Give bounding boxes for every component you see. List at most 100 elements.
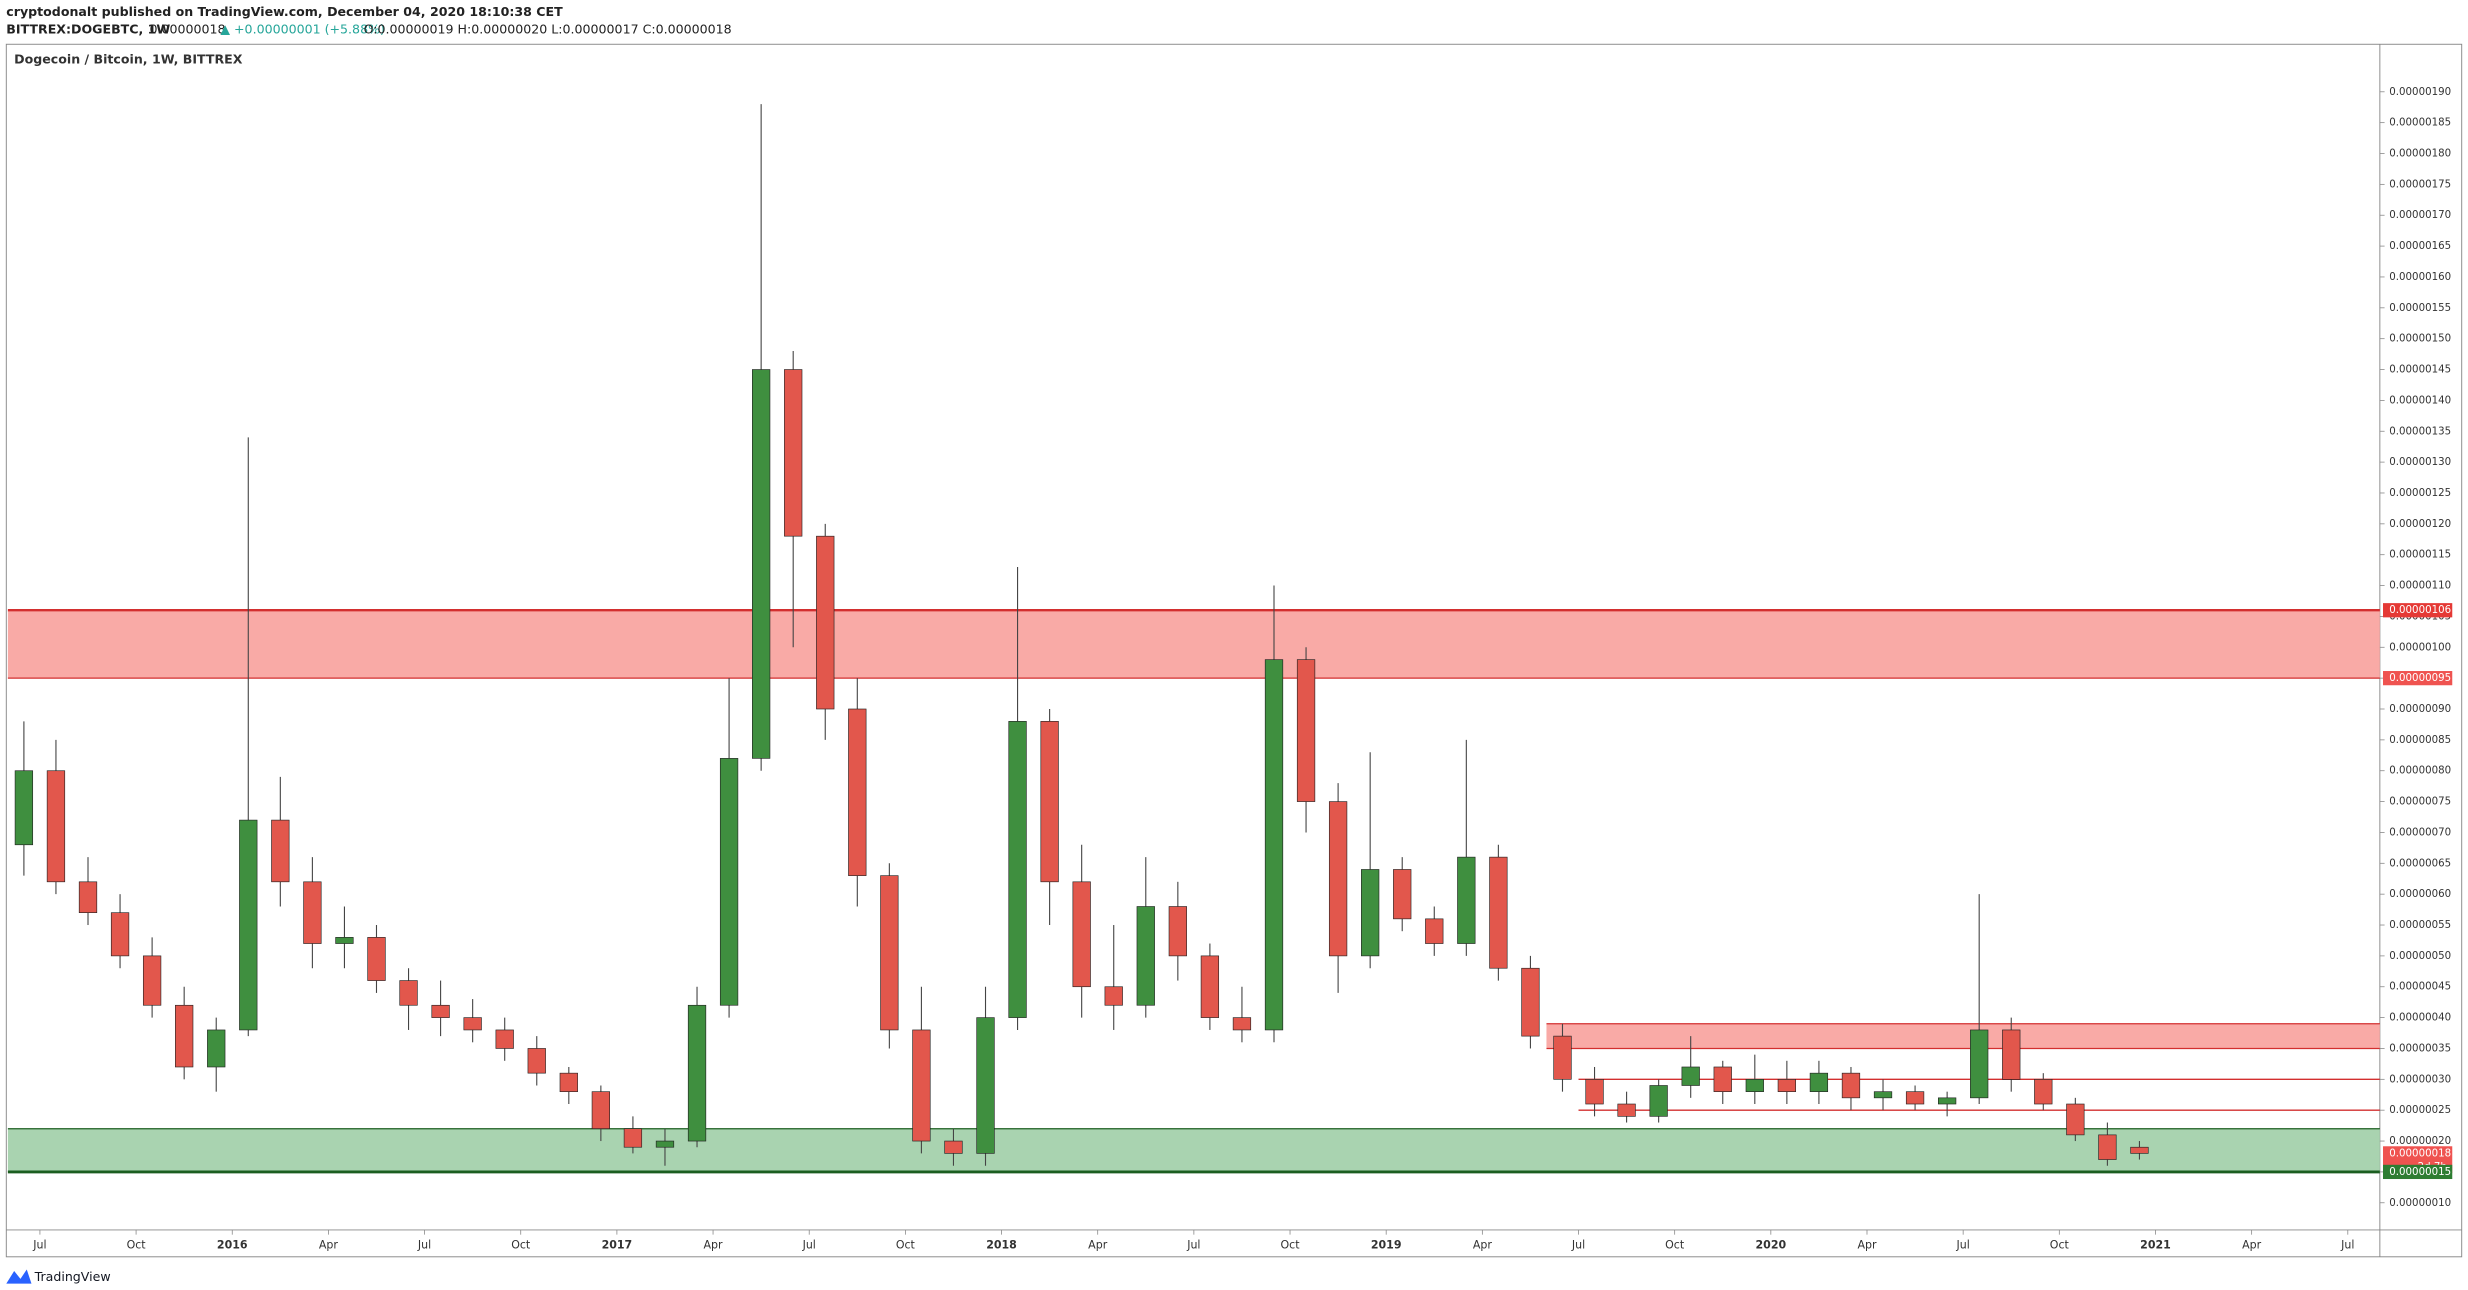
y-tick-label: 0.00000170 <box>2389 209 2451 221</box>
candle-body <box>1136 906 1155 1006</box>
zone <box>7 1128 2380 1172</box>
change: ▲ +0.00000001 (+5.88%) <box>220 22 385 37</box>
y-tick-label: 0.00000115 <box>2389 549 2451 561</box>
candle-body <box>527 1048 546 1074</box>
x-tick-label: Oct <box>127 1239 147 1252</box>
x-tick-label: 2017 <box>602 1239 633 1252</box>
y-tick-label: 0.00000140 <box>2389 394 2451 406</box>
y-tick-label: 0.00000045 <box>2389 981 2451 993</box>
candle-body <box>1841 1072 1861 1099</box>
x-tick-label: 2019 <box>1371 1239 1402 1252</box>
candle-body <box>1104 986 1123 1006</box>
zone <box>1546 1023 2380 1049</box>
ohlc: O:0.00000019 H:0.00000020 L:0.00000017 C… <box>364 22 732 37</box>
price-label <box>2383 1146 2453 1161</box>
candle-body <box>944 1140 963 1154</box>
y-tick-label: 0.00000040 <box>2389 1012 2451 1024</box>
y-tick-label: 0.00000090 <box>2389 703 2451 715</box>
y-tick-label: 0.00000150 <box>2389 333 2451 345</box>
x-tick-label: 2018 <box>986 1239 1017 1252</box>
price-label <box>2383 1164 2453 1180</box>
candle-body <box>1328 801 1348 957</box>
candle-body <box>1200 955 1220 1018</box>
y-tick-label: 0.00000135 <box>2389 425 2451 437</box>
candle-body <box>2002 1029 2021 1080</box>
y-tick-label: 0.00000080 <box>2389 765 2451 777</box>
y-tick-label: 0.00000175 <box>2389 178 2451 190</box>
candle-body <box>1489 856 1508 969</box>
candle-body <box>1970 1029 1989 1099</box>
candle-body <box>495 1029 514 1049</box>
x-tick-label: Oct <box>1665 1239 1685 1252</box>
candle-body <box>1745 1079 1764 1092</box>
y-tick-label: 0.00000160 <box>2389 271 2451 283</box>
candle-body <box>880 875 899 1031</box>
y-tick-label: 0.00000145 <box>2389 364 2451 376</box>
x-tick-label: Jul <box>1956 1239 1970 1252</box>
candle-body <box>2034 1079 2053 1105</box>
candle-body <box>110 912 130 957</box>
candle-body <box>816 535 835 710</box>
x-tick-label: Oct <box>896 1239 916 1252</box>
candle-body <box>1008 721 1027 1018</box>
candle-body <box>1232 1017 1252 1031</box>
y-tick-label: 0.00000065 <box>2389 857 2451 869</box>
candle-body <box>1809 1072 1829 1092</box>
x-tick-label: Oct <box>2050 1239 2070 1252</box>
candle-body <box>784 369 803 537</box>
candle-body <box>1649 1085 1668 1117</box>
y-tick-label: 0.00000125 <box>2389 487 2451 499</box>
candle-body <box>1585 1079 1604 1105</box>
symbol: BITTREX:DOGEBTC, 1W <box>6 22 170 37</box>
x-tick-label: Jul <box>2340 1239 2354 1252</box>
candle-body <box>1617 1103 1636 1117</box>
footer-brand: TradingView <box>34 1269 111 1284</box>
candle-body <box>335 937 354 944</box>
y-tick-label: 0.00000085 <box>2389 734 2451 746</box>
publisher: cryptodonalt published on TradingView.co… <box>6 4 563 19</box>
candle-body <box>1040 721 1059 883</box>
candle-body <box>2066 1103 2085 1136</box>
candle-body <box>687 1004 707 1142</box>
candle-body <box>1553 1035 1572 1080</box>
candle-body <box>655 1140 675 1148</box>
y-tick-label: 0.00000100 <box>2389 641 2451 653</box>
candle-body <box>2098 1134 2117 1160</box>
frame <box>5 43 2463 1258</box>
candle-body <box>559 1072 578 1092</box>
logo <box>6 1269 32 1284</box>
y-tick-label: 0.00000130 <box>2389 456 2451 468</box>
y-tick-label: 0.00000055 <box>2389 919 2451 931</box>
y-tick-label: 0.00000060 <box>2389 888 2451 900</box>
candle-body <box>1521 967 1540 1037</box>
candle-body <box>1393 869 1412 920</box>
price-label-text: 0.00000015 <box>2389 1166 2451 1178</box>
price-label <box>2383 603 2453 618</box>
candle-body <box>912 1029 931 1142</box>
candle-body <box>719 758 739 1006</box>
candle-body <box>1072 881 1091 988</box>
candle-body <box>207 1029 226 1068</box>
x-tick-label: Oct <box>511 1239 531 1252</box>
candle-body <box>848 708 867 876</box>
candle-body <box>303 881 322 944</box>
y-tick-label: 0.00000020 <box>2389 1135 2451 1147</box>
x-tick-label: Jul <box>802 1239 816 1252</box>
y-tick-label: 0.00000050 <box>2389 950 2451 962</box>
x-tick-label: 2016 <box>217 1239 248 1252</box>
candle-body <box>239 819 258 1031</box>
candle-body <box>1905 1091 1925 1105</box>
candle-body <box>46 770 66 883</box>
price-label <box>2383 671 2453 686</box>
x-tick-label: 2021 <box>2140 1239 2171 1252</box>
x-tick-label: Apr <box>1088 1239 1108 1252</box>
candle-body <box>463 1017 482 1031</box>
x-tick-label: Oct <box>1281 1239 1301 1252</box>
candle-body <box>2130 1146 2149 1154</box>
candle-body <box>399 980 418 1006</box>
zone <box>7 610 2380 679</box>
y-tick-label: 0.00000165 <box>2389 240 2451 252</box>
candle-body <box>367 937 386 981</box>
candle-body <box>78 881 98 913</box>
y-tick-label: 0.00000035 <box>2389 1042 2451 1054</box>
